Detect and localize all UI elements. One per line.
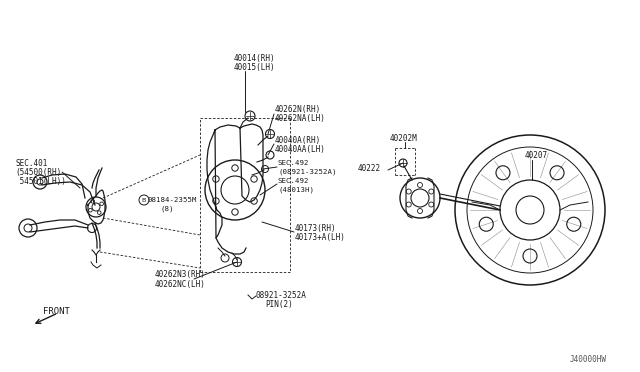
Text: 40014(RH): 40014(RH) bbox=[234, 54, 276, 62]
Text: J40000HW: J40000HW bbox=[570, 356, 607, 365]
Text: (48013H): (48013H) bbox=[278, 187, 314, 193]
Text: 40262NC(LH): 40262NC(LH) bbox=[155, 279, 206, 289]
Text: (8): (8) bbox=[161, 206, 175, 212]
Text: 40040AA(LH): 40040AA(LH) bbox=[275, 144, 326, 154]
Text: 08184-2355M: 08184-2355M bbox=[148, 197, 198, 203]
Text: B: B bbox=[142, 198, 146, 202]
Text: 40262N(RH): 40262N(RH) bbox=[275, 105, 321, 113]
Text: 40173(RH): 40173(RH) bbox=[295, 224, 337, 232]
Text: (54500(RH): (54500(RH) bbox=[15, 167, 61, 176]
Text: 40015(LH): 40015(LH) bbox=[234, 62, 276, 71]
Text: 40222: 40222 bbox=[358, 164, 381, 173]
Text: 40207: 40207 bbox=[525, 151, 548, 160]
Text: PIN(2): PIN(2) bbox=[265, 299, 292, 308]
Text: 54501(LH)): 54501(LH)) bbox=[15, 176, 66, 186]
Text: 40262NA(LH): 40262NA(LH) bbox=[275, 113, 326, 122]
Text: 08921-3252A: 08921-3252A bbox=[255, 291, 306, 299]
Text: (08921-3252A): (08921-3252A) bbox=[278, 169, 337, 175]
Text: 40040A(RH): 40040A(RH) bbox=[275, 135, 321, 144]
Text: FRONT: FRONT bbox=[43, 308, 70, 317]
Text: SEC.401: SEC.401 bbox=[15, 158, 47, 167]
Text: 40262N3(RH): 40262N3(RH) bbox=[155, 270, 206, 279]
Text: SEC.492: SEC.492 bbox=[278, 178, 310, 184]
Text: 40202M: 40202M bbox=[390, 134, 418, 142]
Text: 40173+A(LH): 40173+A(LH) bbox=[295, 232, 346, 241]
Text: SEC.492: SEC.492 bbox=[278, 160, 310, 166]
